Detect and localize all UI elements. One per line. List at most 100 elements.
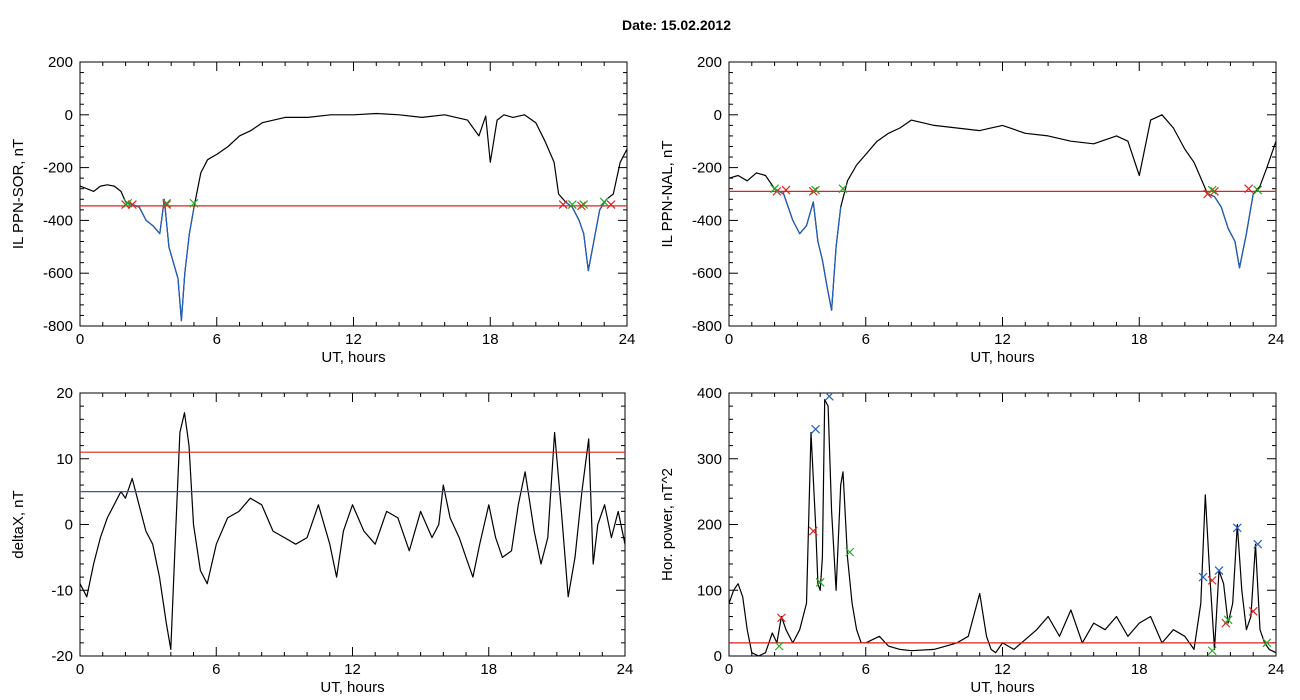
data-marker-stroke [558,200,568,209]
data-marker [774,641,784,651]
series-line-2 [774,188,842,311]
plot-area [729,114,1276,311]
data-marker [770,184,780,194]
y-tick-label: -20 [51,648,73,665]
data-marker-stroke [1198,572,1208,582]
data-marker [1207,575,1217,585]
y-tick-label: -400 [43,212,73,229]
y-tick-label: 100 [697,582,722,599]
data-marker [1253,539,1263,549]
plot-frame [79,61,628,327]
x-tick-label: 24 [1268,331,1285,348]
x-tick-label: 18 [482,331,499,348]
data-marker-stroke [162,200,172,209]
data-marker [121,200,131,209]
x-axis-title: UT, hours [970,679,1034,696]
data-marker-stroke [1223,615,1233,625]
data-marker-stroke [1248,606,1258,616]
data-marker [599,197,609,207]
x-tick-label: 18 [480,661,497,678]
data-marker [1253,185,1263,195]
data-marker-stroke [189,198,199,208]
series-line-2 [125,198,195,322]
data-marker [838,184,848,194]
data-marker [1248,606,1258,616]
data-marker [1244,184,1254,194]
plot-area [80,412,625,651]
data-marker-stroke [808,526,818,536]
series-line-1 [729,399,1276,656]
data-marker-stroke [579,200,589,209]
data-marker [1223,615,1233,625]
x-tick-label: 18 [1131,661,1148,678]
x-tick-label: 6 [212,661,220,678]
data-marker [808,186,818,196]
x-tick-label: 6 [862,661,870,678]
data-marker-stroke [606,200,616,209]
y-tick-label: 400 [697,385,722,402]
series-line-1 [729,114,1276,311]
data-marker [811,424,821,434]
x-axis-title: UT, hours [321,349,385,366]
data-marker [606,200,616,209]
data-marker-stroke [162,198,172,208]
y-tick-label: 0 [65,107,73,124]
data-marker-stroke [774,641,784,651]
page-title: Date: 15.02.2012 [622,17,731,33]
x-tick-label: 6 [862,331,870,348]
chart-panel-3: 0 6 12 18 24 -20 -10 0 10 20 UT, hours deltaX, nT [10,385,633,696]
data-marker [162,200,172,209]
y-axis-title: IL PPN-SOR, nT [10,139,27,249]
data-marker-stroke [781,185,791,195]
x-tick-label: 24 [1268,661,1285,678]
y-tick-label: -400 [692,212,722,229]
series-line-3 [1207,193,1254,269]
data-marker-stroke [1253,539,1263,549]
data-marker [808,526,818,536]
data-marker-stroke [576,201,586,211]
data-marker [815,577,825,587]
plot-area [80,112,627,322]
data-marker-stroke [845,547,855,557]
data-marker-stroke [808,186,818,196]
data-marker-stroke [770,184,780,194]
data-marker-stroke [824,393,834,401]
data-marker [811,185,821,195]
y-tick-label: 200 [697,54,722,71]
x-tick-label: 0 [76,331,84,348]
data-marker-stroke [838,184,848,194]
data-marker-stroke [1207,575,1217,585]
y-tick-label: 0 [714,648,722,665]
x-tick-label: 12 [344,661,361,678]
data-marker [1262,638,1272,648]
x-axis-title: UT, hours [970,349,1034,366]
y-tick-label: 200 [48,54,73,71]
data-marker [1207,185,1217,195]
chart-panel-1: 0 6 12 18 24 -800 -600 -400 -200 0 200 UT, hours IL … [10,54,635,366]
data-marker [845,547,855,557]
plot-frame [79,392,626,657]
y-tick-label: 300 [697,451,722,468]
y-axis-title: Hor. power, nT^2 [659,468,676,581]
y-tick-label: 10 [56,451,73,468]
data-marker-stroke [1232,523,1242,533]
data-marker-stroke [1262,638,1272,648]
data-marker-stroke [811,424,821,434]
data-marker-stroke [1207,646,1217,656]
y-tick-label: 200 [697,517,722,534]
data-marker [558,200,568,209]
y-tick-label: -600 [43,265,73,282]
data-marker [576,201,586,211]
x-tick-label: 0 [725,661,733,678]
data-marker [189,198,199,208]
x-tick-label: 0 [76,661,84,678]
y-tick-label: -200 [692,160,722,177]
y-tick-label: -800 [692,318,722,335]
data-marker [1207,646,1217,656]
data-marker [579,200,589,209]
data-marker-stroke [567,200,577,209]
data-marker [781,185,791,195]
x-tick-label: 6 [213,331,221,348]
y-axis-title: IL PPN-NAL, nT [659,141,676,248]
x-tick-label: 24 [617,661,634,678]
